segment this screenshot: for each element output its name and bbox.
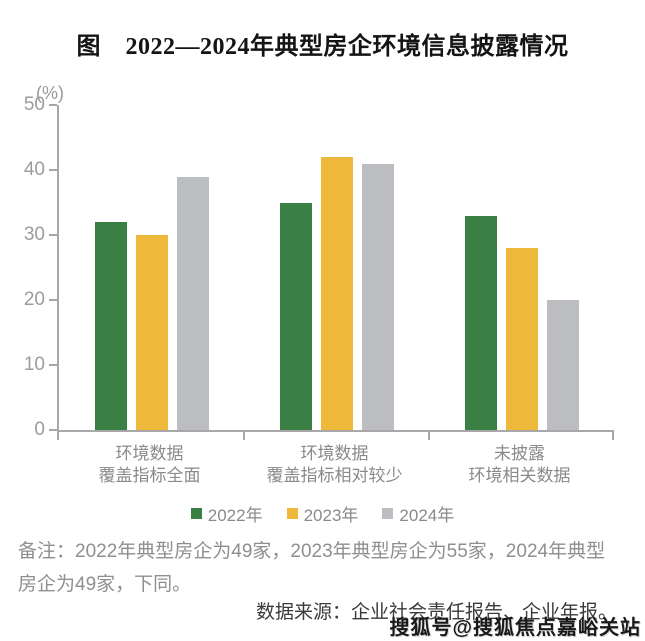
y-tick-label: 10 (23, 354, 45, 375)
y-axis-unit-label: (%) (36, 83, 64, 103)
category-label-3: 未披露 环境相关数据 (427, 443, 612, 487)
category-label-2: 环境数据覆盖指标相对较少 (242, 443, 427, 487)
y-tick-mark (49, 429, 57, 431)
bar-2023年-group2 (320, 157, 353, 430)
bar-2023年-group3 (505, 248, 538, 430)
legend: 2022年 2023年 2024年 (0, 501, 645, 526)
x-tick-mark (243, 432, 245, 440)
x-axis-category-labels: 环境数据 覆盖指标全面 环境数据 覆盖指标相对较少 未披露 环境相关数据 (57, 443, 612, 487)
y-tick-label: 30 (23, 224, 45, 245)
y-tick-mark (49, 364, 57, 366)
category-label-1: 环境数据覆盖指标全面 (57, 443, 242, 487)
legend-item-2024年: 2024年 (382, 501, 454, 526)
category-label-line: 覆盖指标相对较少 (266, 466, 403, 485)
category-label-line: 环境数据 (115, 444, 184, 463)
category-label-line: 覆盖指标全面 (98, 466, 201, 485)
watermark-text: 搜狐号@搜狐焦点嘉峪关站 (389, 617, 641, 639)
y-tick-mark (49, 299, 57, 301)
bar-2024年-group2 (361, 163, 394, 430)
legend-swatch-icon (190, 508, 202, 519)
x-tick-mark (428, 432, 430, 440)
bar-2023年-group1 (135, 235, 168, 430)
category-label-line: 未披露 (494, 444, 545, 463)
bar-2022年-group1 (94, 222, 127, 430)
y-tick-label: 0 (34, 419, 45, 440)
bar-2022年-group3 (464, 215, 497, 430)
y-tick-label: 50 (23, 94, 45, 115)
legend-label: 2024年 (399, 506, 455, 525)
chart-title: 图 2022—2024年典型房企环境信息披露情况 (76, 34, 569, 60)
legend-swatch-icon (382, 508, 394, 519)
legend-item-2023年: 2023年 (286, 501, 359, 526)
x-tick-mark (57, 432, 59, 440)
bar-2024年-group1 (176, 176, 209, 430)
x-tick-mark (612, 432, 614, 440)
legend-label: 2023年 (303, 506, 359, 525)
plot-area: 0 10 20 30 40 50 (24, 95, 614, 440)
bar-2024年-group3 (546, 300, 579, 430)
y-tick-mark (49, 104, 57, 106)
legend-label: 2022年 (207, 506, 263, 525)
category-label-line: 环境相关数据 (468, 466, 571, 485)
footnote-remark: 备注：2022年典型房企为49家，2023年典型房企为55家，2024年典型房企… (18, 541, 606, 595)
y-tick-mark (49, 234, 57, 236)
bar-2022年-group2 (279, 202, 312, 430)
y-tick-mark (49, 169, 57, 171)
y-tick-label: 40 (23, 159, 45, 180)
category-label-line: 环境数据 (300, 444, 369, 463)
legend-swatch-icon (286, 508, 298, 519)
y-tick-label: 20 (23, 289, 45, 310)
legend-item-2022年: 2022年 (190, 501, 263, 526)
data-source-note: 数据来源：企业社会责任报告、企业年报。 (255, 602, 617, 623)
